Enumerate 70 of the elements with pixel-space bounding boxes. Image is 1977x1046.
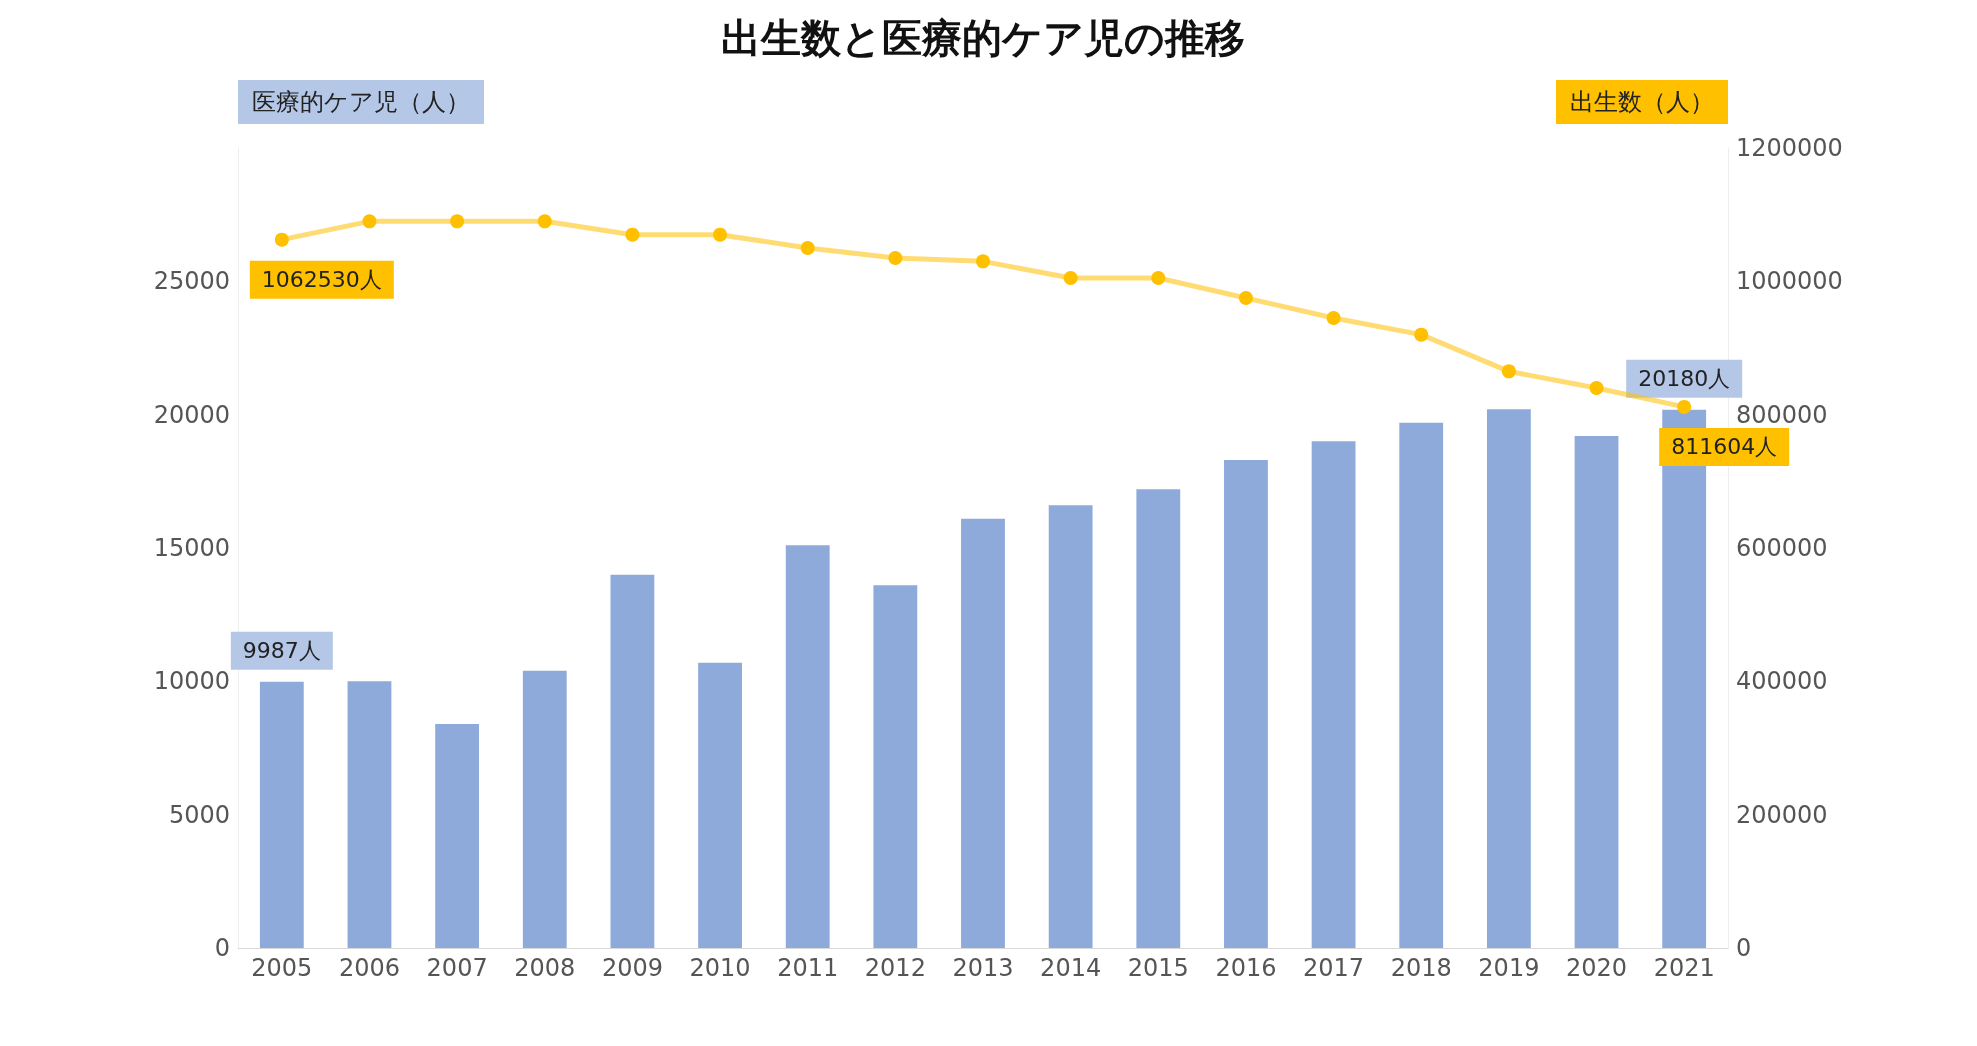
x-tick-label: 2017 bbox=[1303, 954, 1365, 982]
point bbox=[625, 227, 640, 242]
x-tick-label: 2005 bbox=[251, 954, 313, 982]
y2-axis-title: 出生数（人） bbox=[1570, 88, 1714, 116]
x-tick-label: 2020 bbox=[1565, 954, 1628, 982]
point bbox=[1677, 399, 1692, 414]
point bbox=[976, 254, 990, 269]
data-label: 811604人 bbox=[1671, 434, 1778, 460]
point bbox=[537, 214, 552, 229]
point bbox=[1414, 327, 1429, 342]
y2-tick-label: 0 bbox=[1736, 934, 1752, 962]
x-tick-label: 2011 bbox=[777, 954, 839, 982]
x-tick-label: 2008 bbox=[514, 954, 576, 982]
point bbox=[274, 232, 289, 247]
point bbox=[1326, 311, 1341, 325]
point bbox=[888, 251, 903, 265]
y-tick-label: 5000 bbox=[168, 800, 230, 829]
data-label: 9987人 bbox=[242, 638, 321, 664]
y2-tick-label: 600000 bbox=[1736, 534, 1828, 562]
x-tick-label: 2014 bbox=[1040, 954, 1102, 982]
x-tick-label: 2019 bbox=[1478, 954, 1540, 982]
point bbox=[800, 241, 815, 255]
point bbox=[450, 214, 465, 229]
bar bbox=[1224, 460, 1268, 948]
y-tick-label: 10000 bbox=[153, 667, 230, 696]
bar bbox=[610, 574, 655, 948]
point bbox=[1238, 291, 1253, 305]
x-tick-label: 2015 bbox=[1127, 954, 1189, 982]
point bbox=[362, 214, 377, 229]
point bbox=[713, 227, 728, 242]
x-tick-label: 2018 bbox=[1390, 954, 1452, 982]
point bbox=[1501, 364, 1516, 379]
y2-tick-label: 200000 bbox=[1736, 800, 1828, 829]
x-tick-label: 2006 bbox=[338, 954, 401, 982]
bar bbox=[522, 670, 567, 948]
bar bbox=[1311, 441, 1356, 948]
bar bbox=[1574, 436, 1619, 948]
bar bbox=[435, 724, 480, 948]
point bbox=[1151, 271, 1166, 285]
bar bbox=[698, 662, 742, 948]
point bbox=[1589, 381, 1604, 395]
y2-tick-label: 1000000 bbox=[1736, 267, 1843, 296]
bar bbox=[259, 681, 304, 948]
x-tick-label: 2016 bbox=[1215, 954, 1277, 982]
bar bbox=[1399, 422, 1444, 948]
x-tick-label: 2007 bbox=[426, 954, 488, 982]
data-label: 20180人 bbox=[1638, 366, 1731, 392]
y-tick-label: 15000 bbox=[153, 534, 230, 562]
bar bbox=[785, 545, 830, 948]
x-tick-label: 2012 bbox=[864, 954, 926, 982]
point bbox=[1063, 271, 1078, 285]
y-tick-label: 0 bbox=[214, 934, 230, 962]
bar bbox=[1136, 489, 1181, 948]
y-axis-title: 医療的ケア児（人） bbox=[252, 88, 470, 116]
bar bbox=[347, 681, 392, 948]
x-tick-label: 2021 bbox=[1653, 954, 1715, 982]
x-tick-label: 2010 bbox=[689, 954, 751, 982]
bar bbox=[873, 585, 918, 948]
y-tick-label: 25000 bbox=[153, 267, 230, 296]
x-tick-label: 2009 bbox=[601, 954, 663, 982]
y-tick-label: 20000 bbox=[153, 400, 230, 429]
y2-tick-label: 1200000 bbox=[1736, 134, 1843, 162]
bar bbox=[1486, 409, 1531, 948]
bar bbox=[1048, 505, 1093, 948]
y2-tick-label: 800000 bbox=[1736, 400, 1828, 429]
bar bbox=[961, 518, 1005, 948]
y2-tick-label: 400000 bbox=[1736, 667, 1828, 696]
x-tick-label: 2013 bbox=[952, 954, 1014, 982]
data-label: 1062530人 bbox=[261, 267, 382, 293]
chart-title: 出生数と医療的ケア児の推移 bbox=[721, 15, 1245, 61]
